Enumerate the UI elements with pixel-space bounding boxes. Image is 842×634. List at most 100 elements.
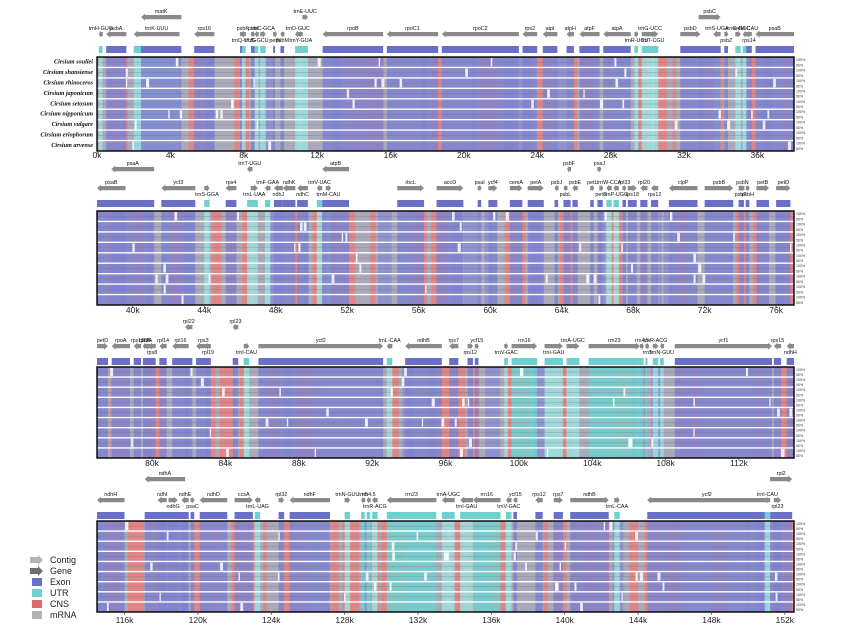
divergence-dip: [677, 232, 680, 242]
divergence-dip: [789, 408, 793, 417]
gene-arrow: [770, 475, 793, 483]
divergence-dip: [622, 99, 625, 109]
gene-arrow: [234, 496, 253, 504]
pct-50-label: 50%: [796, 259, 804, 263]
axis-tick-label: 124k: [262, 615, 281, 625]
legend-mrna-label: mRNA: [50, 610, 77, 620]
divergence-dip: [431, 398, 435, 407]
gene-arrow: [590, 184, 595, 192]
exon-box: [397, 200, 425, 207]
gene-label: petG: [595, 192, 607, 198]
axis-tick-label: 80k: [145, 458, 159, 468]
gene-arrow: [698, 13, 721, 21]
gene-arrow: [372, 496, 378, 504]
divergence-dip: [226, 448, 229, 457]
exon-box: [273, 200, 283, 207]
axis-tick-label: 140k: [556, 615, 575, 625]
pct-100-label: 100%: [796, 121, 806, 125]
divergence-dip: [702, 274, 706, 284]
divergence-dip: [179, 110, 183, 119]
divergence-dip: [454, 418, 457, 427]
pct-100-label: 100%: [796, 89, 806, 93]
exon-box: [572, 200, 578, 207]
legend-gene-label: Gene: [50, 566, 72, 576]
divergence-dip: [545, 274, 548, 284]
axis-tick-label: 148k: [702, 615, 721, 625]
pct-100-label: 100%: [796, 79, 806, 83]
divergence-dip: [279, 388, 281, 397]
axis-tick-label: 56k: [412, 305, 426, 315]
divergence-dip: [600, 99, 604, 109]
gene-arrow: [786, 342, 794, 350]
exon-box: [194, 46, 215, 53]
pct-100-label: 100%: [796, 419, 806, 423]
gene-label: ndhF: [304, 492, 317, 498]
gene-arrow: [144, 342, 151, 350]
exon-box: [297, 200, 308, 207]
gene-arrow: [322, 165, 349, 173]
pct-100-label: 100%: [796, 100, 806, 104]
gene-label: trnI-CAU: [236, 350, 257, 356]
exon-box: [258, 358, 384, 365]
gene-label: psbI: [248, 26, 258, 32]
divergence-dip: [662, 582, 665, 591]
exon-box: [436, 200, 464, 207]
exon-box: [590, 200, 594, 207]
divergence-dip: [106, 602, 109, 611]
gene-label: atpH: [565, 26, 576, 32]
gene-label: rpoB: [347, 26, 359, 32]
divergence-dip: [131, 438, 134, 447]
pct-50-label: 50%: [796, 598, 804, 602]
gene-label: trnC-GCA: [251, 26, 275, 32]
gene-arrow: [386, 496, 437, 504]
gene-label: trnN-GUU: [650, 350, 674, 356]
exon-box: [316, 200, 323, 207]
divergence-dip: [624, 68, 627, 77]
legend-exon-swatch: [32, 578, 42, 586]
exon-box: [141, 46, 182, 53]
species-label: Cirsium nipponicum: [40, 111, 93, 118]
divergence-dip: [181, 295, 184, 304]
exon-box: [441, 512, 455, 519]
gene-label: rps12: [464, 350, 478, 356]
pct-100-label: 100%: [796, 429, 806, 433]
divergence-dip: [564, 542, 567, 551]
gene-label: rpl23: [229, 319, 241, 325]
axis-tick-label: 84k: [219, 458, 233, 468]
gene-arrow: [506, 496, 512, 504]
gene-label: rps8: [147, 350, 158, 356]
gene-label: trnD-GUC: [286, 26, 310, 32]
exon-box: [773, 358, 782, 365]
divergence-dip: [583, 89, 585, 98]
gene-label: trnQ-UUG: [232, 38, 256, 44]
pct-100-label: 100%: [796, 110, 806, 114]
gene-arrow: [172, 342, 189, 350]
legend-cns-label: CNS: [50, 599, 69, 609]
divergence-dip: [635, 572, 638, 581]
exon-box: [522, 46, 538, 53]
gene-label: trnS-UGA: [705, 26, 729, 32]
exon-box: [570, 512, 609, 519]
divergence-dip: [693, 274, 696, 284]
gene-label: rpl22: [183, 319, 195, 325]
divergence-dip: [168, 110, 170, 119]
gene-label: trnI-CAU: [757, 492, 778, 498]
pct-50-label: 50%: [796, 126, 804, 130]
gene-arrow: [302, 13, 308, 21]
gene-label: rpl23: [771, 504, 783, 510]
gene-label: rpoA: [115, 338, 127, 344]
divergence-dip: [468, 438, 472, 447]
gene-arrow: [97, 496, 125, 504]
gene-label: psaJ: [594, 161, 606, 167]
divergence-dip: [513, 552, 516, 561]
exon-box: [567, 200, 571, 207]
gene-arrow: [488, 184, 498, 192]
divergence-dip: [238, 572, 240, 581]
pct-50-label: 50%: [796, 301, 804, 305]
exon-box: [190, 512, 195, 519]
gene-arrow: [241, 30, 246, 38]
pct-100-label: 100%: [796, 542, 806, 546]
divergence-dip: [452, 212, 455, 221]
divergence-dip: [132, 243, 135, 252]
gene-arrow: [563, 184, 568, 192]
